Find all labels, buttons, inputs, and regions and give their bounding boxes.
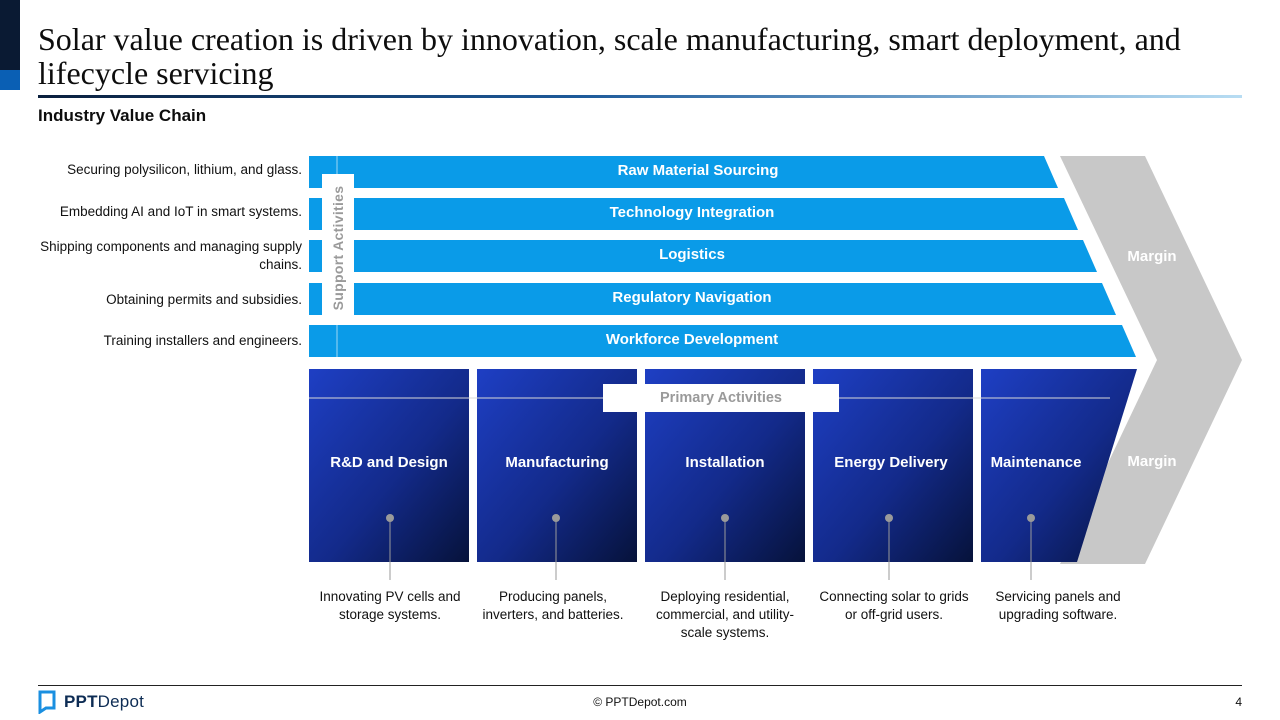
corner-accent — [0, 0, 20, 90]
support-desc-technology: Embedding AI and IoT in smart systems. — [59, 204, 302, 219]
logo-bold: PPT — [64, 692, 98, 711]
support-activities-label: Support Activities — [322, 174, 354, 322]
logo-regular: Depot — [97, 692, 145, 711]
primary-activities-label: Primary Activities — [603, 384, 839, 412]
band-technology — [309, 198, 1078, 230]
support-desc-logistics: Shipping components and managing supply … — [40, 239, 302, 272]
slide-subtitle: Industry Value Chain — [38, 106, 207, 125]
box-label-manufacturing: Manufacturing — [505, 454, 609, 471]
connector-maintenance — [1027, 514, 1035, 580]
document-icon — [38, 690, 56, 714]
band-label-raw-material: Raw Material Sourcing — [617, 162, 779, 179]
page-number: 4 — [1235, 695, 1242, 709]
band-regulatory — [309, 283, 1116, 315]
pptdepot-logo[interactable]: PPTDepot — [38, 689, 144, 715]
support-activities-text: Support Activities — [330, 185, 346, 311]
box-label-rnd: R&D and Design — [330, 454, 448, 471]
connector-rnd — [386, 514, 394, 580]
box-maintenance — [981, 369, 1137, 562]
primary-desc-manufacturing: Producing panels, inverters, and batteri… — [482, 589, 624, 622]
primary-desc-maintenance: Servicing panels and upgrading software. — [995, 589, 1121, 622]
band-label-workforce: Workforce Development — [605, 331, 779, 348]
copyright-text: © PPTDepot.com — [593, 695, 687, 709]
band-workforce — [309, 325, 1136, 357]
connector-manufacturing — [552, 514, 560, 580]
primary-desc-energy-delivery: Connecting solar to grids or off-grid us… — [819, 589, 969, 622]
margin-label-top: Margin — [1127, 248, 1177, 265]
support-desc-raw-material: Securing polysilicon, lithium, and glass… — [67, 162, 302, 177]
primary-desc-rnd: Innovating PV cells and storage systems. — [319, 589, 461, 622]
support-desc-workforce: Training installers and engineers. — [103, 333, 302, 348]
primary-desc-installation: Deploying residential, commercial, and u… — [655, 589, 795, 640]
band-raw-material — [309, 156, 1058, 188]
support-desc-regulatory: Obtaining permits and subsidies. — [106, 292, 302, 307]
band-label-regulatory: Regulatory Navigation — [612, 289, 772, 306]
box-rnd — [309, 369, 469, 562]
connector-installation — [721, 514, 729, 580]
box-label-energy-delivery: Energy Delivery — [834, 454, 948, 471]
connector-energy-delivery — [885, 514, 893, 580]
logo-wordmark: PPTDepot — [64, 692, 144, 712]
slide-title: Solar value creation is driven by innova… — [38, 21, 1181, 91]
box-label-maintenance: Maintenance — [990, 454, 1082, 471]
title-divider — [38, 95, 1242, 98]
margin-chevron — [1060, 156, 1242, 564]
box-label-installation: Installation — [685, 454, 765, 471]
box-energy-delivery — [813, 369, 973, 562]
margin-label-bottom: Margin — [1127, 453, 1177, 470]
footer-divider — [38, 685, 1242, 686]
band-label-logistics: Logistics — [659, 246, 725, 263]
band-logistics — [309, 240, 1097, 272]
band-label-technology: Technology Integration — [609, 204, 775, 221]
